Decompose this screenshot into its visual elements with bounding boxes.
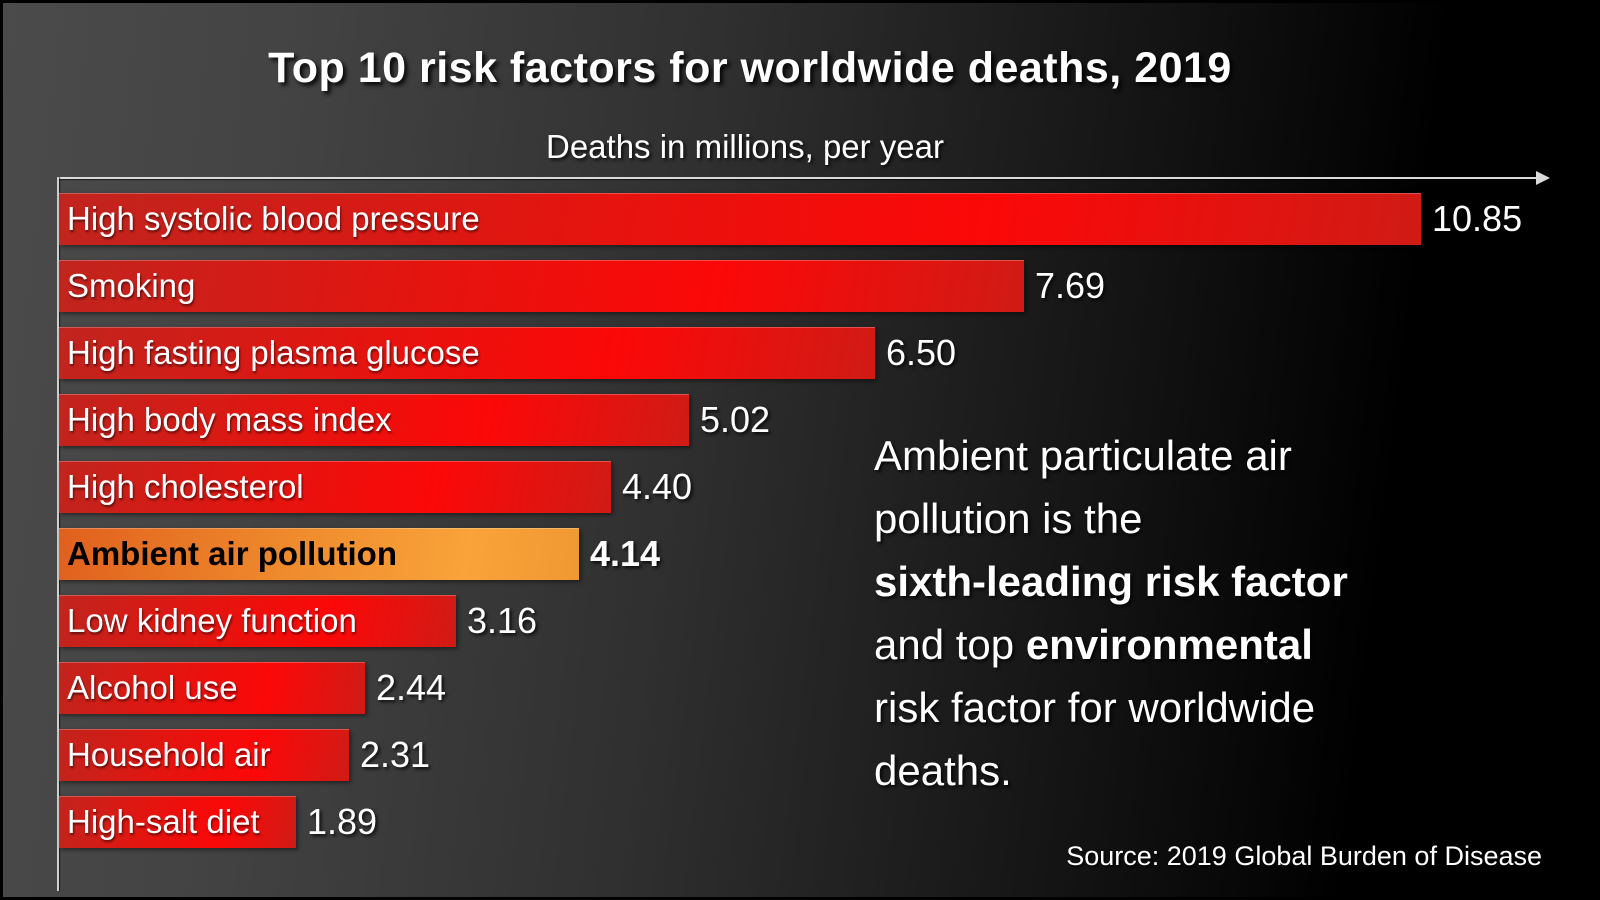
bar: Smoking (59, 260, 1024, 312)
bar-row: High systolic blood pressure 10.85 (59, 193, 1559, 245)
bar-value: 2.44 (376, 667, 447, 708)
annotation-segment: risk factor for worldwide (874, 684, 1316, 731)
annotation-line: and top environmental (874, 613, 1348, 676)
bar-row: Ambient air pollution 4.14 (59, 528, 1559, 580)
bar-value: 6.50 (886, 332, 957, 373)
annotation-line: sixth-leading risk factor (874, 550, 1348, 613)
bar-label: Low kidney function (67, 602, 357, 639)
bar: High-salt diet (59, 796, 296, 848)
annotation-line: risk factor for worldwide (874, 676, 1348, 739)
bar-value: 3.16 (467, 600, 538, 641)
annotation-segment: deaths. (874, 747, 1012, 794)
annotation-segment: and top (874, 621, 1026, 668)
bar-row: High-salt diet 1.89 (59, 796, 1559, 848)
annotation-bold-segment: environmental (1025, 621, 1313, 668)
bar: High body mass index (59, 394, 689, 446)
chart-title: Top 10 risk factors for worldwide deaths… (268, 44, 1232, 92)
bar-value: 1.89 (307, 801, 378, 842)
annotation-line: pollution is the (874, 487, 1348, 550)
bar: High systolic blood pressure (59, 193, 1421, 245)
bar-row: Alcohol use 2.44 (59, 662, 1559, 714)
bar-value: 4.40 (622, 466, 693, 507)
bar: High cholesterol (59, 461, 611, 513)
bar-label: High cholesterol (67, 468, 304, 505)
y-axis-line (57, 177, 59, 891)
bar-label: High body mass index (67, 401, 392, 438)
bar-row: High cholesterol 4.40 (59, 461, 1559, 513)
bar-chart: High systolic blood pressure 10.85 Smoking… (59, 193, 1559, 863)
annotation-line: deaths. (874, 739, 1348, 802)
bar-row: High body mass index 5.02 (59, 394, 1559, 446)
bar: Low kidney function (59, 595, 456, 647)
bar-row: Household air 2.31 (59, 729, 1559, 781)
chart-subtitle: Deaths in millions, per year (546, 128, 944, 165)
bar-row: High fasting plasma glucose 6.50 (59, 327, 1559, 379)
annotation-text: Ambient particulate air pollution is the s… (874, 424, 1348, 802)
bar-label: Smoking (67, 267, 196, 304)
bar: Ambient air pollution (59, 528, 579, 580)
bar: Household air (59, 729, 349, 781)
x-axis-line (57, 177, 1538, 179)
bar-label: Alcohol use (67, 669, 238, 706)
annotation-segment: pollution is the (874, 495, 1143, 542)
bar-value: 2.31 (360, 734, 431, 775)
bar-label: Ambient air pollution (67, 535, 397, 572)
x-axis-arrow-icon (1536, 171, 1550, 185)
annotation-line: Ambient particulate air (874, 424, 1348, 487)
bar-value: 7.69 (1035, 265, 1106, 306)
source-credit: Source: 2019 Global Burden of Disease (1066, 841, 1542, 871)
bar-row: Low kidney function 3.16 (59, 595, 1559, 647)
bar: Alcohol use (59, 662, 365, 714)
bar-label: High systolic blood pressure (67, 200, 480, 237)
bar-label: High-salt diet (67, 803, 260, 840)
annotation-segment: Ambient particulate air (874, 432, 1292, 479)
annotation-bold-segment: sixth-leading risk factor (874, 558, 1348, 605)
bar-value: 4.14 (590, 533, 661, 574)
bar-label: High fasting plasma glucose (67, 334, 480, 371)
bar-row: Smoking 7.69 (59, 260, 1559, 312)
bar: High fasting plasma glucose (59, 327, 875, 379)
bar-value: 10.85 (1432, 198, 1523, 239)
bar-label: Household air (67, 736, 271, 773)
bar-value: 5.02 (700, 399, 771, 440)
